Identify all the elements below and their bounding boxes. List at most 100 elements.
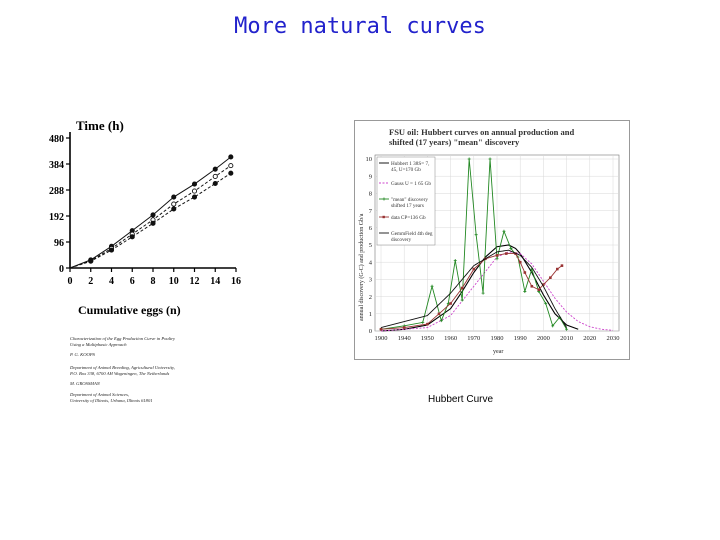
- egg-series-2-point: [228, 163, 234, 169]
- hubbert-figure: FSU oil: Hubbert curves on annual produc…: [354, 120, 630, 360]
- hubbert-series-4-point: [402, 326, 406, 329]
- hubbert-series-3-point: [421, 320, 425, 324]
- hubbert-series-4-point: [379, 327, 383, 331]
- hubbert-y-tick-label: 10: [366, 156, 373, 163]
- hubbert-legend-label: Gauss U = 1 65 Gb: [391, 181, 431, 187]
- hubbert-series-3-point: [509, 246, 513, 250]
- egg-series-1-point: [171, 194, 177, 200]
- hubbert-series-4-point: [426, 322, 429, 326]
- hubbert-x-tick-label: 2030: [607, 335, 620, 342]
- hubbert-x-tick-label: 1900: [375, 335, 388, 342]
- egg-x-tick-label: 12: [190, 276, 200, 287]
- hubbert-series-4-point: [504, 252, 508, 255]
- hubbert-series-4-point: [523, 271, 527, 274]
- figure-caption: Hubbert Curve: [428, 394, 494, 405]
- egg-series-1-point: [228, 154, 234, 160]
- egg-series-3-point: [212, 180, 218, 187]
- hubbert-series-4-point: [542, 283, 545, 286]
- hubbert-legend-label: 45, U=170 Gb: [391, 167, 421, 173]
- hubbert-x-tick-label: 1980: [491, 335, 504, 342]
- hubbert-series-4-point: [449, 302, 452, 305]
- hubbert-y-tick-label: 8: [369, 191, 372, 198]
- hubbert-x-tick-label: 2000: [537, 335, 550, 342]
- hubbert-y-tick-label: 6: [369, 225, 373, 232]
- hubbert-x-tick-label: 1960: [444, 335, 457, 342]
- egg-series-3-point: [88, 258, 94, 264]
- egg-production-figure: Time (h) 0 96 192 288 384 480 0 2 4 6 8 10 12 14 16 C…: [40, 118, 260, 418]
- hubbert-chart: FSU oil: Hubbert curves on annual produc…: [355, 121, 629, 359]
- hubbert-series-4-point: [560, 264, 564, 267]
- hubbert-series-4-point: [556, 267, 559, 271]
- hubbert-legend-label: shifted 17 years: [391, 202, 424, 209]
- egg-x-tick-label: 0: [68, 276, 73, 287]
- hubbert-x-tick-label: 1970: [467, 335, 480, 342]
- egg-y-tick-label: 384: [49, 160, 64, 171]
- egg-x-tick-label: 16: [231, 276, 241, 287]
- hubbert-y-tick-label: 9: [369, 173, 372, 180]
- paper-text-line: M. GROSSMAN: [69, 381, 101, 386]
- hubbert-series-2-line: [380, 251, 614, 332]
- hubbert-series-3-point: [544, 301, 548, 305]
- hubbert-legend-label: Hubbert 1 38S= 7,: [391, 161, 429, 167]
- egg-x-tick-label: 10: [169, 276, 179, 287]
- hubbert-y-tick-label: 0: [369, 328, 372, 335]
- hubbert-x-tick-label: 2010: [560, 335, 573, 342]
- paper-text-line: Department of Animal Breeding, Agricultu…: [69, 365, 175, 371]
- egg-series-2-point: [191, 188, 198, 194]
- egg-x-tick-label: 8: [151, 276, 156, 287]
- hubbert-series-3-point: [523, 289, 527, 293]
- egg-y-tick-label: 288: [49, 186, 64, 197]
- hubbert-y-tick-label: 1: [369, 311, 372, 318]
- hubbert-series-3-point: [460, 298, 464, 302]
- hubbert-legend-box: [376, 156, 436, 246]
- egg-x-tick-label: 2: [88, 276, 93, 287]
- egg-x-label: Cumulative eggs (n): [78, 303, 181, 317]
- hubbert-y-tick-label: 4: [369, 259, 373, 266]
- egg-series-2-point: [212, 173, 218, 180]
- hubbert-series-3-point: [551, 324, 555, 328]
- egg-series-2-point: [171, 201, 177, 207]
- hubbert-series-3-point: [439, 319, 443, 323]
- egg-series-1-point: [191, 181, 198, 187]
- hubbert-series-4-point: [495, 254, 499, 257]
- hubbert-series-4-point: [437, 312, 441, 316]
- egg-series-3-point: [150, 220, 156, 226]
- egg-production-chart: Time (h) 0 96 192 288 384 480 0 2 4 6 8 10 12 14 16 C…: [49, 118, 241, 404]
- hubbert-series-5-line: [380, 249, 567, 328]
- egg-series-3-point: [171, 206, 177, 212]
- hubbert-legend-label: data CP=136 Gb: [391, 215, 426, 221]
- egg-series-3-point: [108, 247, 115, 253]
- egg-series-3-point: [129, 234, 135, 240]
- hubbert-x-tick-label: 1950: [421, 335, 434, 342]
- paper-text-line: P. G. KOOPS: [69, 352, 96, 357]
- egg-x-tick-label: 4: [109, 276, 114, 287]
- egg-series-1-point: [150, 212, 156, 218]
- egg-series-1-line: [69, 156, 232, 269]
- egg-series-3-line: [69, 172, 232, 269]
- hubbert-y-tick-label: 5: [369, 242, 372, 249]
- hubbert-series-4-point: [460, 286, 464, 290]
- hubbert-series-3-point: [502, 229, 506, 233]
- hubbert-series-3-point: [467, 157, 471, 161]
- hubbert-x-tick-label: 1990: [514, 335, 527, 342]
- hubbert-legend-label: discovery: [391, 237, 412, 243]
- paper-text-line: University of Illinois, Urbana, Illinois…: [70, 398, 153, 404]
- paper-text-line: Department of Animal Sciences,: [69, 392, 129, 398]
- hubbert-series-1-line: [380, 244, 579, 332]
- hubbert-series-3-point: [488, 157, 492, 161]
- paper-text-line: Characterization of the Egg Production C…: [70, 336, 176, 341]
- paper-text-line: P.O. Box 338, 6700 AH Wageningen, The Ne…: [69, 371, 170, 377]
- egg-y-tick-label: 96: [54, 238, 64, 249]
- egg-y-tick-label: 480: [49, 134, 64, 145]
- hubbert-legend-marker: [382, 215, 385, 219]
- hubbert-y-tick-label: 3: [369, 277, 372, 284]
- hubbert-y-tick-label: 7: [369, 208, 373, 215]
- paper-text-line: Using a Multiphasic Approach: [70, 342, 127, 347]
- slide-title: More natural curves: [234, 14, 486, 39]
- hubbert-title-line-1: FSU oil: Hubbert curves on annual produc…: [389, 127, 575, 137]
- egg-x-tick-label: 6: [130, 276, 135, 287]
- egg-series-3-point: [228, 170, 234, 176]
- hubbert-series-3-point: [453, 258, 457, 262]
- hubbert-series-4-point: [518, 260, 522, 264]
- hubbert-series-4-point: [537, 288, 541, 292]
